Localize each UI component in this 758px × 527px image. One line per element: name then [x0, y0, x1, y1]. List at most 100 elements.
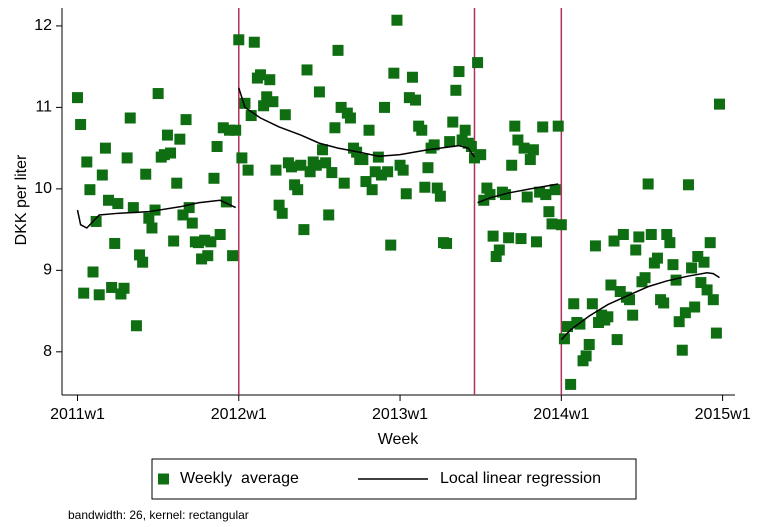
point — [667, 259, 679, 271]
point — [673, 316, 685, 328]
point — [403, 92, 415, 104]
point — [627, 309, 639, 321]
point — [527, 144, 539, 156]
point — [264, 74, 276, 86]
legend-marker — [158, 473, 169, 485]
point — [450, 84, 462, 96]
point — [565, 378, 577, 390]
point — [447, 116, 459, 128]
point — [391, 14, 403, 26]
point — [140, 168, 152, 180]
point — [580, 350, 592, 362]
point — [686, 262, 698, 274]
point — [679, 307, 691, 319]
point — [183, 202, 195, 214]
point — [186, 217, 198, 229]
point — [363, 124, 375, 136]
point — [335, 101, 347, 113]
point — [710, 327, 722, 339]
point — [338, 177, 350, 189]
point — [406, 71, 418, 83]
point — [503, 232, 515, 244]
x-tick-label: 2011w1 — [50, 406, 105, 423]
point — [254, 69, 266, 81]
point — [586, 298, 598, 310]
point — [472, 57, 484, 69]
point — [518, 142, 530, 154]
point — [689, 301, 701, 313]
legend-label: Weekly average — [180, 470, 299, 487]
point — [313, 86, 325, 98]
regression-line — [560, 272, 720, 341]
point — [214, 228, 226, 240]
point — [90, 215, 102, 227]
point — [555, 219, 567, 231]
point — [614, 286, 626, 298]
point — [633, 231, 645, 243]
point — [605, 279, 617, 291]
y-axis-title: DKK per liter — [13, 154, 30, 245]
point — [534, 186, 546, 198]
point — [487, 230, 499, 242]
point — [93, 289, 105, 301]
point — [118, 282, 130, 294]
point — [375, 169, 387, 181]
point — [645, 228, 657, 240]
point — [146, 222, 158, 234]
point — [422, 162, 434, 174]
point — [103, 194, 115, 206]
point — [397, 164, 409, 176]
point — [180, 114, 192, 126]
point — [230, 124, 242, 136]
point — [143, 212, 155, 224]
point — [174, 133, 186, 145]
point — [372, 151, 384, 163]
point — [295, 159, 307, 171]
point — [602, 311, 614, 323]
point — [208, 172, 220, 184]
point — [292, 184, 304, 196]
point — [332, 44, 344, 56]
point — [630, 244, 642, 256]
point — [698, 256, 710, 268]
point — [546, 218, 558, 230]
point — [72, 92, 84, 104]
point — [593, 316, 605, 328]
point — [286, 161, 298, 173]
point — [205, 236, 217, 248]
point — [177, 209, 189, 221]
point — [475, 149, 487, 161]
point — [481, 182, 493, 194]
point — [326, 167, 338, 179]
point — [248, 36, 260, 48]
point — [379, 101, 391, 113]
point — [431, 182, 443, 194]
point — [713, 98, 725, 110]
point — [273, 199, 285, 211]
point — [301, 64, 313, 76]
point — [109, 237, 121, 249]
x-tick-label: 2013w1 — [372, 406, 428, 423]
x-tick-label: 2015w1 — [695, 406, 751, 423]
point — [524, 154, 536, 166]
regression-line — [238, 87, 476, 158]
regression-line — [76, 199, 236, 229]
point — [87, 266, 99, 278]
point — [323, 209, 335, 221]
point — [419, 181, 431, 193]
point — [276, 207, 288, 219]
point — [695, 277, 707, 289]
point — [639, 272, 651, 284]
point — [707, 294, 719, 306]
point — [84, 184, 96, 196]
point — [558, 333, 570, 345]
point — [512, 134, 524, 146]
point — [96, 169, 108, 181]
point — [543, 206, 555, 218]
point — [158, 149, 170, 161]
point — [661, 228, 673, 240]
point — [608, 235, 620, 247]
point — [589, 240, 601, 252]
point — [134, 249, 146, 261]
